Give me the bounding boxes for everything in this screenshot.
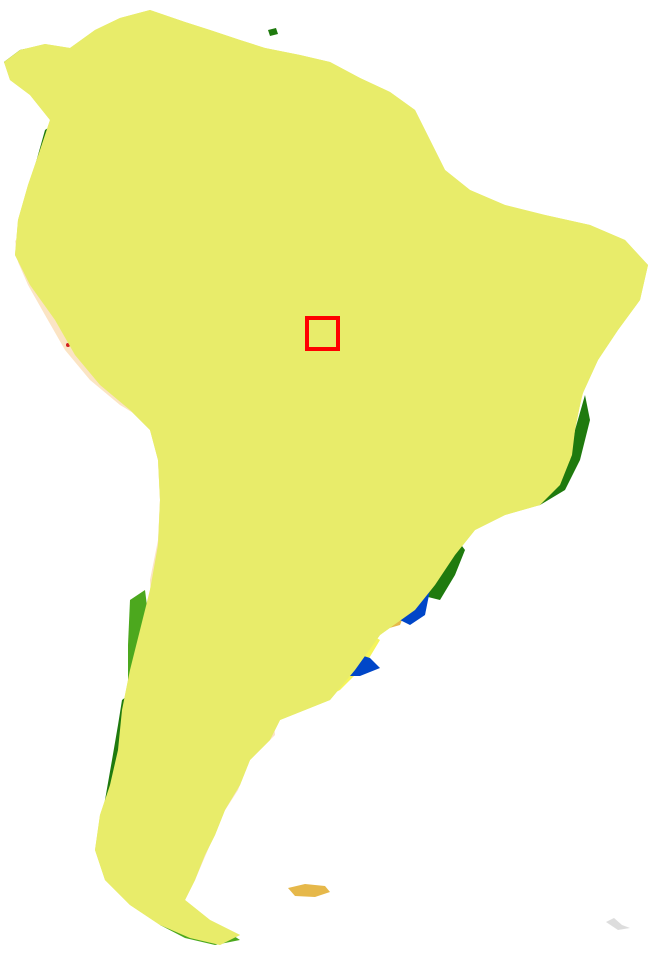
trinidad xyxy=(268,28,278,36)
atlantic-forest xyxy=(500,395,590,512)
south-georgia xyxy=(606,918,630,930)
highlight-marker-square xyxy=(305,316,340,351)
falkland-islands xyxy=(288,884,330,897)
texture-overlay xyxy=(4,10,648,945)
